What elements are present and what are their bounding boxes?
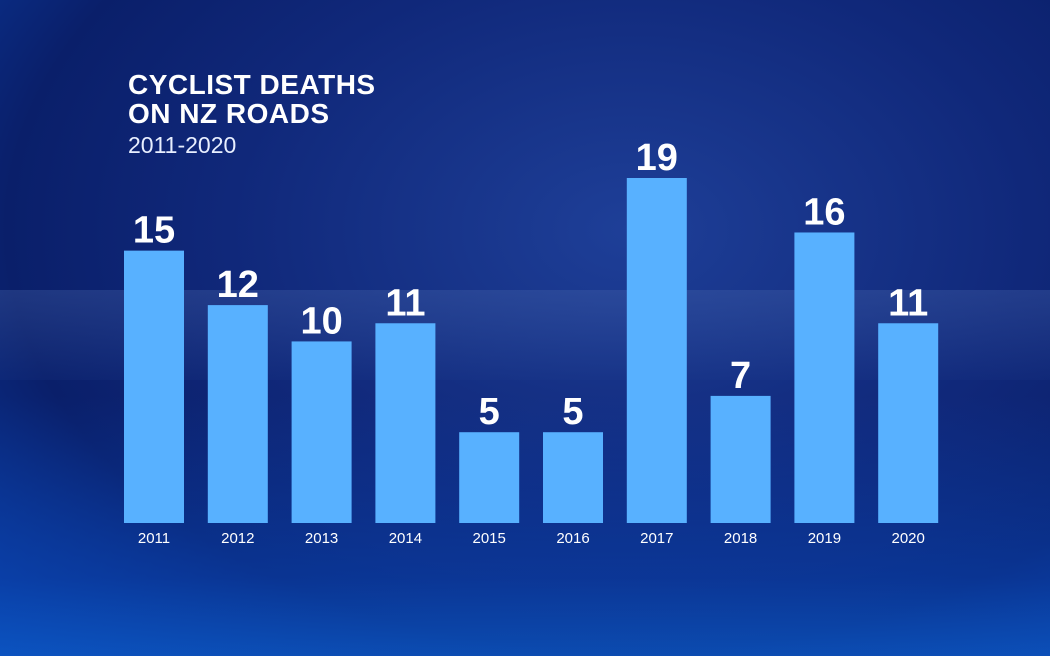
x-tick-label-2014: 2014 (389, 530, 422, 547)
value-label-2015: 5 (479, 391, 500, 433)
bar-2013 (291, 341, 352, 523)
bar-2016 (543, 432, 603, 523)
bar-2018 (710, 395, 771, 523)
value-label-2019: 16 (803, 191, 845, 233)
x-tick-label-2020: 2020 (892, 530, 925, 547)
x-tick-label-2015: 2015 (473, 530, 506, 547)
x-tick-label-2019: 2019 (808, 530, 841, 547)
value-label-2020: 11 (888, 282, 928, 324)
bar-2015 (459, 432, 520, 523)
title-block: CYCLIST DEATHS ON NZ ROADS 2011-2020 (128, 70, 376, 159)
bar-2014 (375, 323, 436, 523)
x-tick-label-2013: 2013 (305, 530, 338, 547)
x-tick-label-2017: 2017 (640, 530, 673, 547)
value-label-2016: 5 (562, 391, 583, 433)
bar-2017 (626, 178, 687, 523)
x-tick-label-2018: 2018 (724, 530, 757, 547)
bar-2012 (207, 305, 268, 523)
bar-2019 (794, 232, 855, 523)
chart-subtitle: 2011-2020 (128, 132, 237, 158)
x-tick-label-2016: 2016 (556, 530, 589, 547)
x-tick-label-2011: 2011 (138, 530, 170, 547)
bar-2011 (124, 250, 184, 523)
bar-2020 (878, 323, 939, 523)
chart-title: CYCLIST DEATHS ON NZ ROADS (128, 69, 376, 129)
value-label-2018: 7 (730, 355, 751, 397)
value-label-2013: 10 (300, 300, 342, 342)
bars-group: 15 2011 12 2012 10 2013 11 2014 5 2015 5 2016 19 2017… (124, 137, 939, 547)
value-label-2014: 11 (385, 282, 425, 324)
value-label-2011: 15 (133, 210, 175, 252)
x-tick-label-2012: 2012 (221, 530, 254, 547)
value-label-2017: 19 (636, 137, 678, 179)
value-label-2012: 12 (217, 264, 259, 306)
